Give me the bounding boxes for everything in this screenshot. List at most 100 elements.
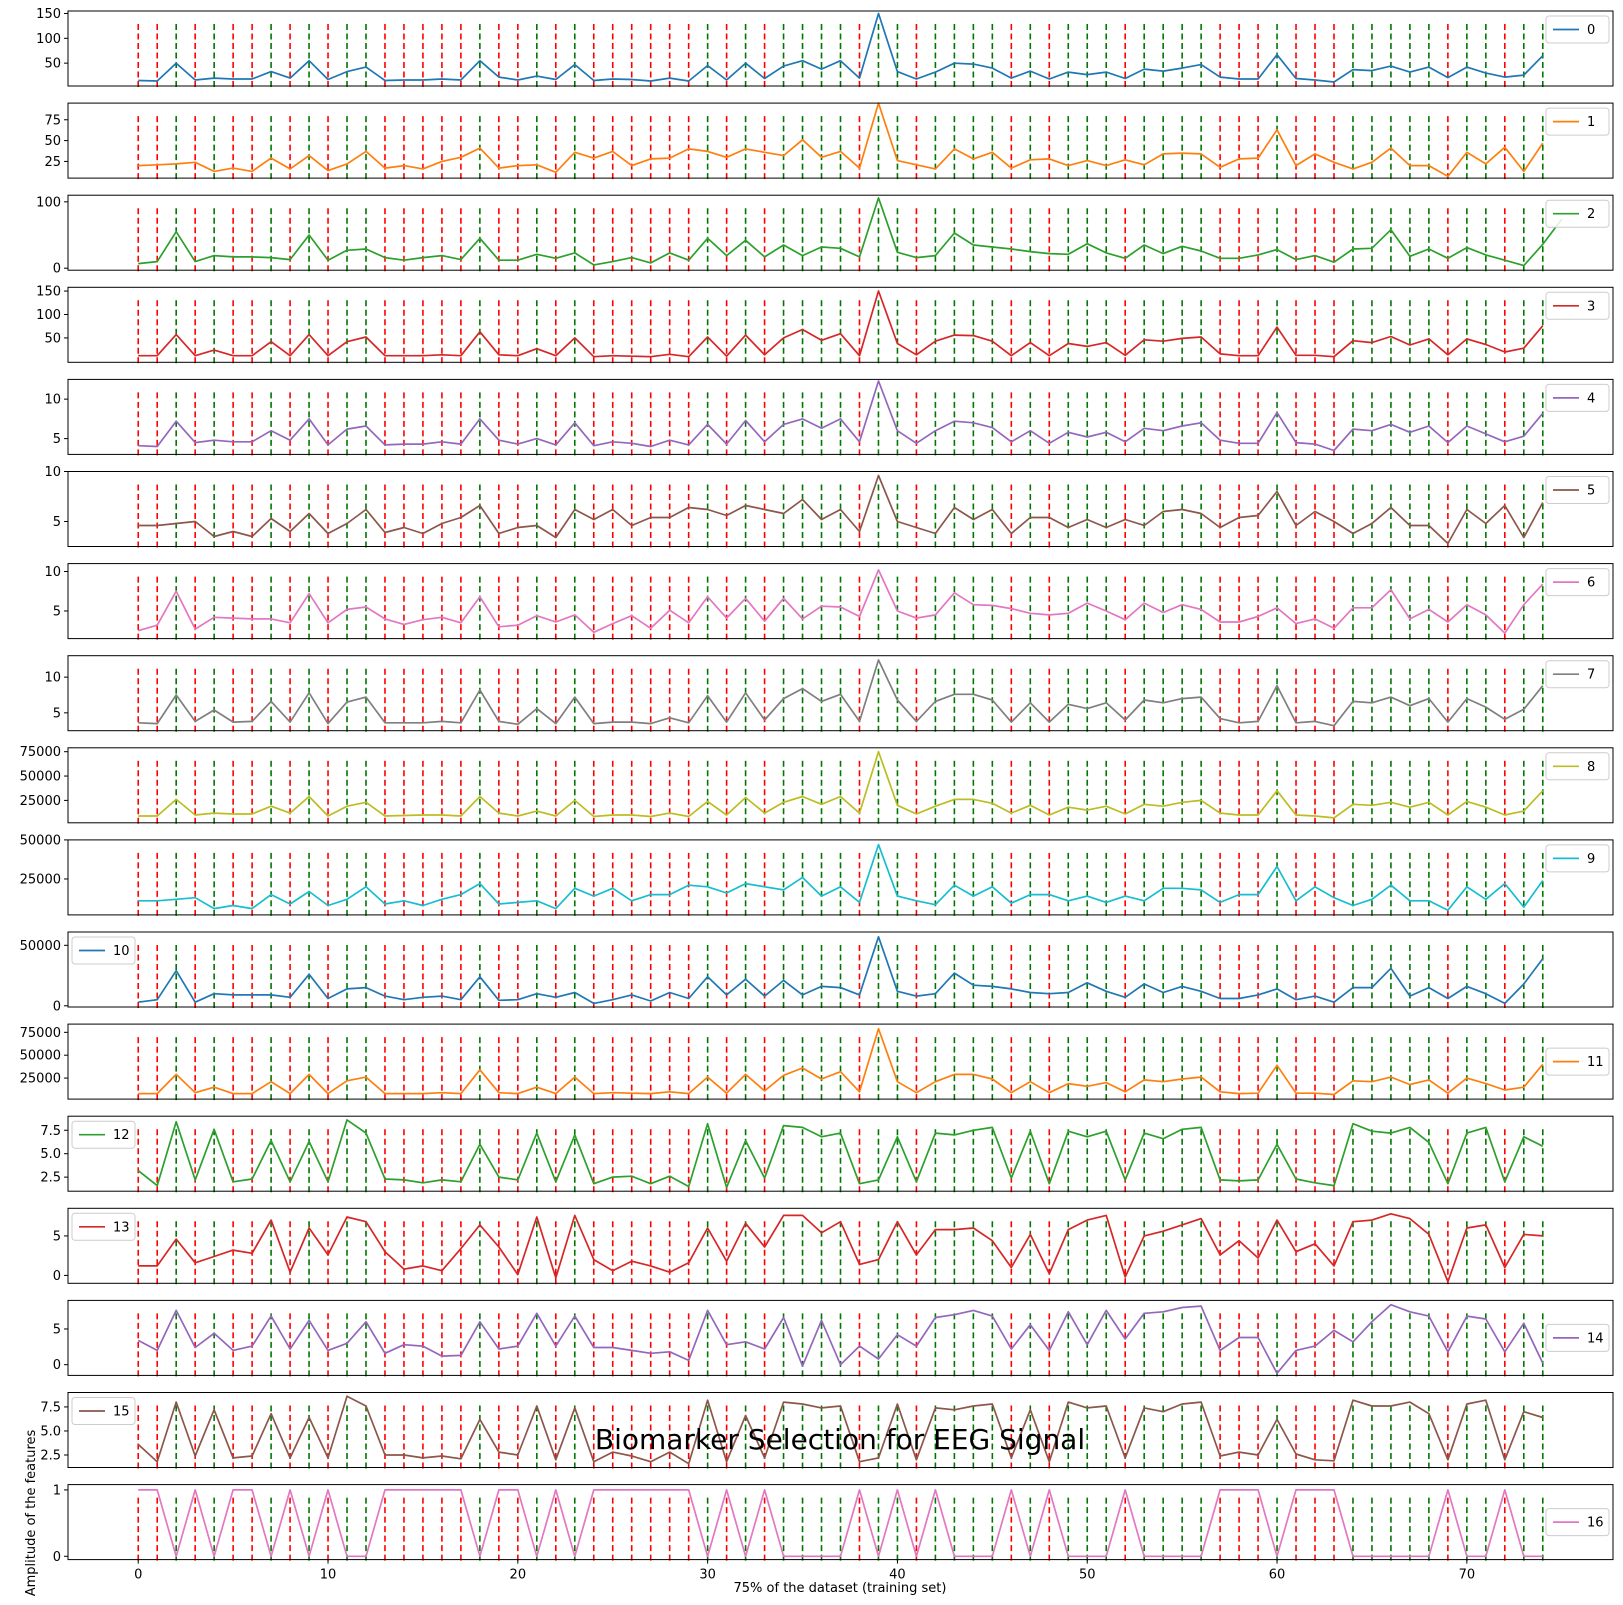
legend-13: 13 — [71, 1212, 136, 1241]
series-line-12 — [137, 1119, 1544, 1189]
y-tick-label: 50000 — [20, 939, 61, 954]
panel-frame — [67, 194, 1614, 271]
y-tick-label: 50000 — [20, 770, 61, 785]
legend-label: 6 — [1587, 576, 1595, 591]
series-line-2 — [138, 197, 1563, 267]
series-line-3 — [138, 290, 1544, 358]
series-line-8 — [138, 750, 1544, 819]
panel-frame — [67, 378, 1614, 455]
series-line-1 — [138, 102, 1544, 178]
y-tick-label: 100 — [36, 308, 61, 323]
legend-label: 3 — [1587, 299, 1595, 314]
y-tick-label: 5 — [53, 1322, 61, 1337]
series-line-10 — [138, 935, 1544, 1005]
panel-frame — [67, 655, 1614, 732]
y-tick-label: 0 — [53, 1358, 61, 1373]
y-tick-label: 25000 — [20, 872, 61, 887]
y-tick-label: 7.5 — [40, 1124, 61, 1139]
series-line-11 — [138, 1027, 1544, 1096]
legend-14: 14 — [1545, 1323, 1610, 1352]
panel-frame — [67, 1484, 1614, 1561]
panel-12: 2.5 5.0 7.5 12 — [40, 1115, 1614, 1196]
chart-title: Biomarker Selection for EEG Signal — [595, 1423, 1085, 1456]
legend-label: 8 — [1587, 760, 1595, 775]
series-line-5 — [138, 474, 1544, 545]
y-tick-label: 25000 — [20, 1072, 61, 1087]
legend-15: 15 — [71, 1397, 136, 1425]
x-tick-label: 50 — [1079, 1568, 1096, 1583]
y-tick-label: 5.0 — [40, 1147, 61, 1162]
y-tick-label: 50000 — [20, 833, 61, 848]
legend-label: 11 — [1587, 1055, 1604, 1070]
legend-label: 10 — [113, 944, 130, 959]
y-tick-label: 1 — [53, 1483, 61, 1498]
panel-5: 5 10 5 — [44, 465, 1614, 551]
legend-label: 1 — [1587, 115, 1595, 130]
legend-2: 2 — [1545, 199, 1610, 228]
panel-15: 2.5 5.0 7.5 15 — [40, 1392, 1614, 1472]
legend-label: 4 — [1587, 391, 1595, 406]
series-line-14 — [137, 1303, 1544, 1375]
series-line-4 — [138, 380, 1544, 452]
panel-16: 0 1 16 — [53, 1483, 1614, 1565]
panel-frame — [67, 1392, 1614, 1468]
legend-5: 5 — [1545, 476, 1610, 504]
x-tick-label: 40 — [889, 1568, 906, 1583]
legend-label: 15 — [113, 1405, 130, 1420]
y-tick-label: 25000 — [20, 794, 61, 809]
series-line-9 — [138, 843, 1544, 912]
y-tick-label: 150 — [36, 7, 61, 22]
x-tick-label: 60 — [1269, 1568, 1286, 1583]
panel-frame — [67, 839, 1614, 916]
series-line-13 — [138, 1212, 1543, 1283]
y-tick-label: 5.0 — [40, 1424, 61, 1439]
legend-label: 9 — [1587, 852, 1595, 867]
panel-8: 25000 50000 75000 8 — [20, 745, 1614, 827]
legend-3: 3 — [1545, 291, 1610, 320]
y-tick-label: 75 — [44, 113, 61, 128]
y-tick-label: 50 — [44, 331, 61, 346]
y-tick-label: 5 — [53, 432, 61, 447]
y-tick-label: 2.5 — [40, 1171, 61, 1186]
x-axis: 0 10 20 30 40 50 60 70 — [134, 1559, 1475, 1583]
panel-frame — [67, 1023, 1614, 1100]
panel-frame — [67, 10, 1614, 87]
x-tick-label: 10 — [320, 1568, 337, 1583]
series-line-0 — [138, 12, 1544, 83]
y-tick-label: 50 — [44, 134, 61, 149]
y-tick-label: 0 — [53, 999, 61, 1014]
x-tick-label: 20 — [510, 1568, 527, 1583]
legend-9: 9 — [1545, 844, 1610, 873]
legend-7: 7 — [1545, 660, 1610, 689]
y-tick-label: 0 — [53, 1550, 61, 1565]
y-tick-label: 50 — [44, 57, 61, 72]
legend-6: 6 — [1545, 568, 1610, 597]
panel-11: 25000 50000 75000 11 — [20, 1023, 1614, 1104]
legend-0: 0 — [1545, 15, 1610, 44]
y-tick-label: 100 — [36, 32, 61, 47]
y-tick-label: 10 — [44, 565, 61, 580]
panel-2: 0 100 2 — [36, 194, 1614, 277]
y-tick-label: 150 — [36, 285, 61, 300]
y-tick-label: 0 — [53, 262, 61, 277]
panel-frame — [67, 931, 1614, 1008]
legend-label: 13 — [113, 1220, 130, 1235]
panel-frame — [67, 1299, 1614, 1376]
y-tick-label: 0 — [53, 1269, 61, 1284]
series-line-16 — [138, 1489, 1543, 1558]
panel-4: 5 10 4 — [44, 378, 1614, 459]
x-tick-label: 0 — [134, 1568, 142, 1583]
panel-6: 5 10 6 — [44, 563, 1614, 643]
panel-frame — [67, 471, 1614, 547]
y-tick-label: 10 — [44, 465, 61, 480]
series-line-6 — [137, 569, 1544, 634]
legend-10: 10 — [71, 936, 136, 965]
series-line-7 — [138, 659, 1544, 727]
y-tick-label: 10 — [44, 393, 61, 408]
legend-label: 5 — [1587, 484, 1595, 499]
y-tick-label: 75000 — [20, 745, 61, 760]
legend-8: 8 — [1545, 752, 1610, 781]
legend-label: 16 — [1587, 1516, 1604, 1531]
